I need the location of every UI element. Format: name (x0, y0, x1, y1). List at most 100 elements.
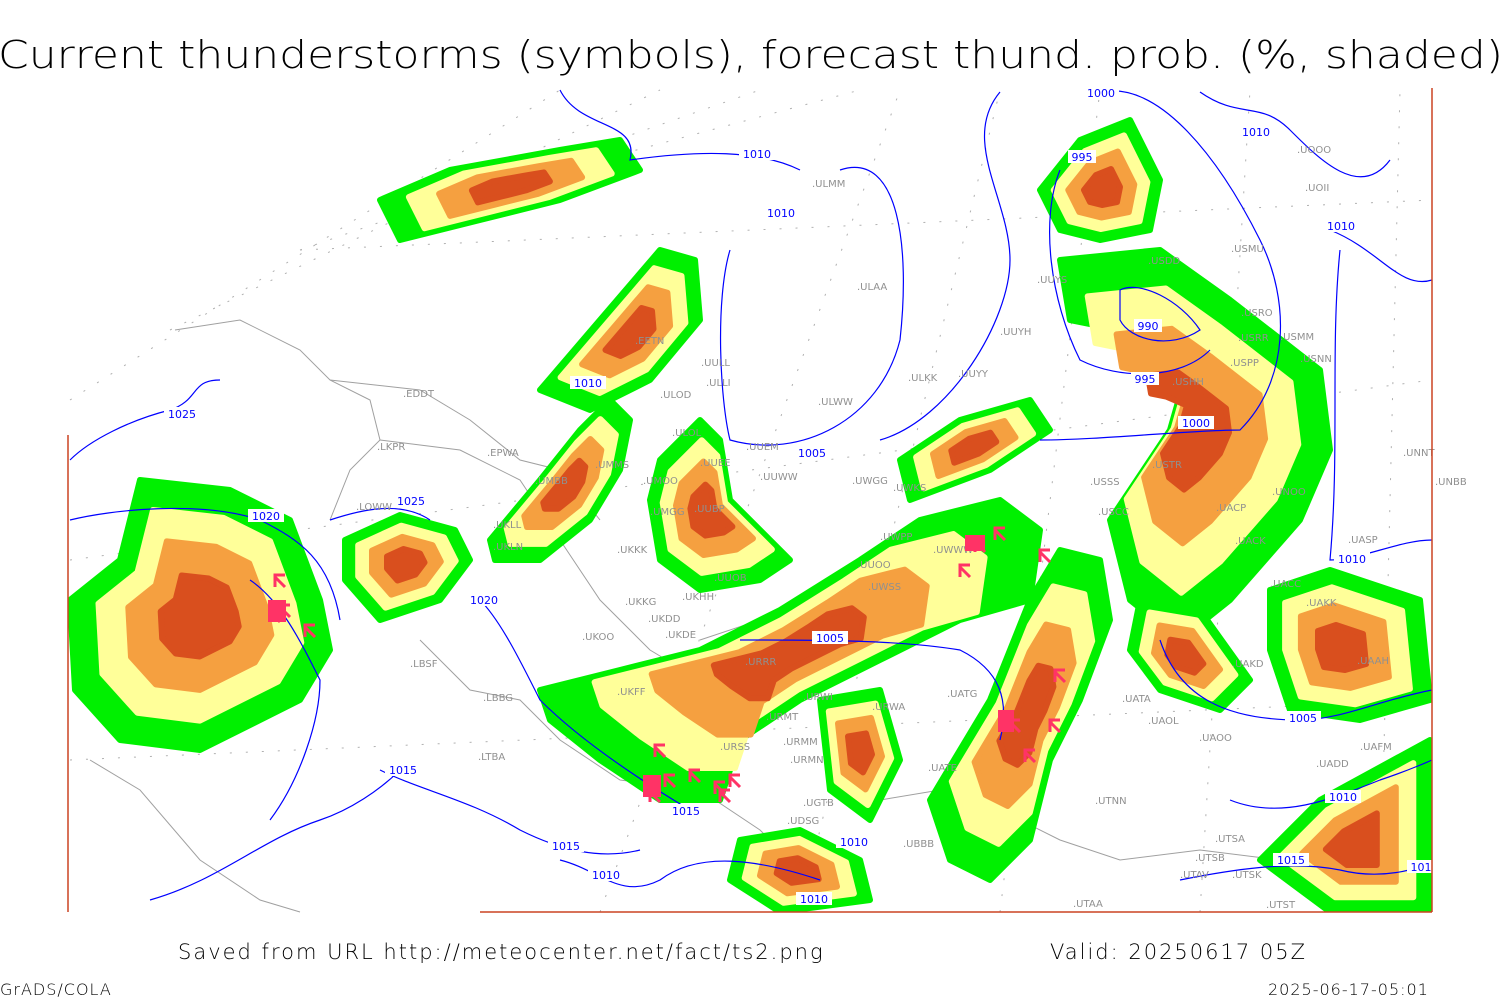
isobar-label: 1005 (816, 632, 844, 645)
isobar-line (1229, 759, 1433, 809)
isobar-label-bg (1325, 790, 1361, 803)
isobar-label: 1015 (672, 805, 700, 818)
station-label: .UAKD (1232, 659, 1264, 670)
isobar-line (1329, 249, 1433, 561)
isobar-label-bg (1134, 319, 1162, 332)
isobar-label: 1010 (1338, 553, 1366, 566)
isobar-line (739, 639, 1005, 741)
isobar-label-bg (385, 763, 421, 776)
source-url-text: Saved from URL http://meteocenter.net/fa… (178, 940, 825, 964)
prob-max-area (384, 546, 428, 584)
border-line (419, 639, 801, 871)
isobar-label-bg (466, 593, 502, 606)
station-label: .UMBB (535, 476, 568, 487)
station-label: .UTAV (1180, 870, 1209, 881)
isobar-label-bg (1178, 416, 1214, 429)
isobar-label: 1010 (767, 207, 795, 220)
generated-timestamp: 2025-06-17-05:01 (1268, 980, 1429, 999)
station-label: .ULOD (660, 390, 692, 401)
isobar-label: 1025 (168, 408, 196, 421)
isobar-line (1329, 229, 1433, 283)
station-label: .UNNT (1403, 448, 1435, 459)
station-label: .ULLI (706, 378, 731, 389)
isobar-label-bg (739, 147, 775, 160)
prob-max-area (1164, 636, 1207, 676)
isobar-label: 1015 (1277, 854, 1305, 867)
isobar-label: 995 (1135, 373, 1156, 386)
station-label: .UASP (1348, 535, 1378, 546)
thunderstorm-flag-icon (688, 768, 702, 784)
station-label: .LBBG (483, 693, 513, 704)
station-label: .UUWW (760, 472, 798, 483)
station-label: .UATE (928, 763, 957, 774)
station-label: .UUEE (700, 458, 730, 469)
isobar-label-bg (164, 407, 200, 420)
station-label: .UTSK (1232, 870, 1262, 881)
thunderstorm-flag-icon (1053, 668, 1067, 684)
isobar-label-bg (1285, 711, 1321, 724)
thunderstorm-flag-icon (653, 743, 667, 759)
station-label: .UATA (1122, 694, 1151, 705)
grid-line (69, 699, 1433, 761)
map-title: Current thunderstorms (symbols), forecas… (0, 33, 1500, 77)
station-label: .UAAH (1357, 656, 1389, 667)
isobar-label-bg (812, 631, 848, 644)
prob-max-area (1145, 369, 1232, 493)
thunderstorm-flag-icon (1038, 548, 1052, 564)
station-label: .LKPR (377, 442, 405, 453)
isobar-label: 1010 (574, 377, 602, 390)
grid-line (449, 89, 861, 201)
station-label: .UTSA (1215, 834, 1245, 845)
border-line (174, 319, 381, 521)
station-label: .UDSG (787, 816, 819, 827)
prob-max-area (948, 429, 1000, 466)
isobar-label-bg (794, 446, 830, 459)
station-label: .EPWA (487, 448, 519, 459)
station-label: .LOWW (356, 502, 392, 513)
isobar-label-bg (1407, 860, 1435, 873)
isobar-line (1199, 91, 1391, 178)
station-label: .UWSS (868, 582, 901, 593)
prob-max-area (540, 457, 589, 512)
thunderstorm-symbols (268, 526, 1067, 804)
station-label: .UUOO (857, 560, 891, 571)
thunderstorm-cluster (268, 600, 286, 622)
isobar-line (1119, 286, 1201, 342)
station-label: .UUYH (1000, 327, 1031, 338)
station-label: .USMU (1231, 244, 1264, 255)
station-label: .UWWW (933, 545, 973, 556)
isobar-label-bg (1131, 372, 1159, 385)
station-label: .UUEM (746, 442, 779, 453)
thunderstorm-flag-icon (728, 773, 742, 789)
station-label: .UUYS (1037, 275, 1067, 286)
prob-max-area (602, 305, 657, 359)
thunderstorm-flag-icon (958, 563, 972, 579)
isobar-label-bg (548, 839, 584, 852)
isobar-label-bg (1238, 125, 1274, 138)
station-label: .USPP (1230, 358, 1259, 369)
isobar-line (879, 91, 1011, 441)
station-label: .UKLL (493, 520, 522, 531)
station-label: .UACK (1235, 536, 1266, 547)
isobar-label-bg (588, 868, 624, 881)
isobar-label-bg (248, 509, 284, 522)
isobar-label: 1020 (470, 594, 498, 607)
prob-max-area (157, 572, 242, 660)
station-label: .UMGG (650, 507, 685, 518)
station-label: .LTBA (478, 752, 505, 763)
probability-shading (68, 117, 1432, 912)
station-label: .UTNN (1095, 796, 1127, 807)
isobars: 1000 1010 1005 1010 995 1010 1010 1025 990 995 100… (69, 86, 1435, 906)
isobar-line (719, 167, 904, 446)
station-label: .UKFF (617, 687, 646, 698)
station-label: .UKKG (625, 597, 656, 608)
station-label: .USSS (1090, 477, 1120, 488)
station-label: .UAKK (1306, 598, 1337, 609)
station-label: .UKKK (617, 545, 648, 556)
grid-line (799, 89, 1001, 913)
thunderstorm-cluster (998, 710, 1014, 732)
isobar-line (1039, 90, 1281, 441)
isobar-label: 101 (1411, 861, 1432, 874)
station-label: .UWGG (852, 476, 888, 487)
thunderstorm-flag-icon (713, 780, 727, 796)
